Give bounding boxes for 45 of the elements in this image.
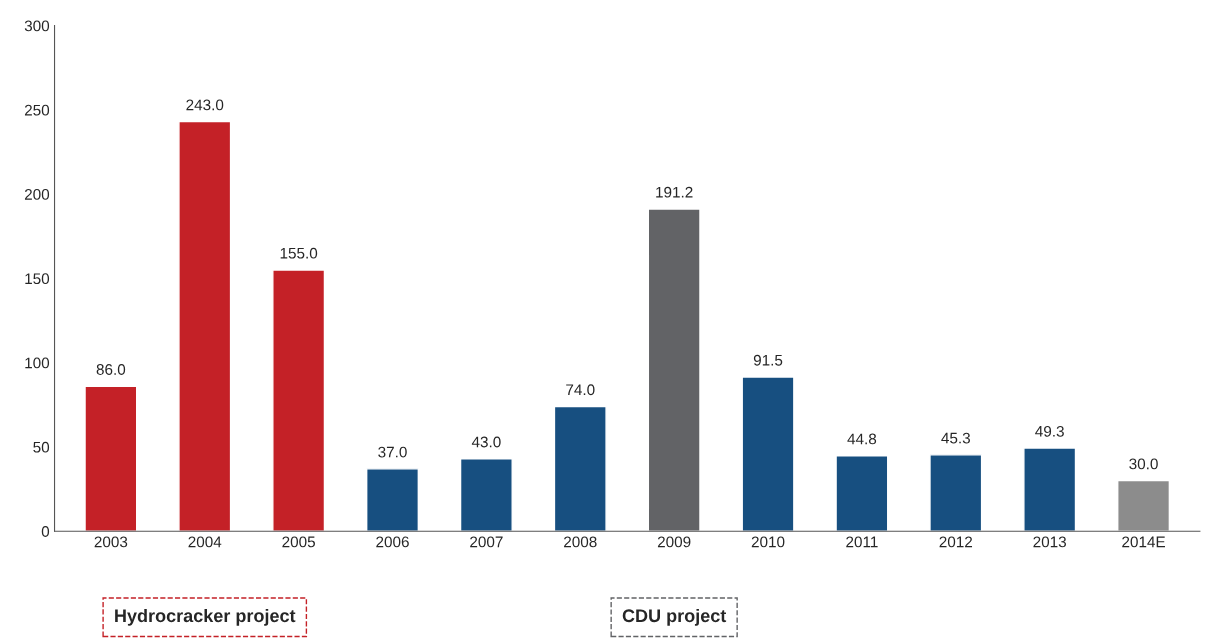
x-tick-label: 2003 [94, 536, 128, 548]
x-tick-label: 2012 [939, 536, 973, 548]
data-label: 43.0 [471, 436, 501, 448]
bar [741, 376, 795, 532]
x-tick-label: 2006 [376, 536, 409, 548]
y-tick-label: 50 [33, 441, 50, 453]
bar [272, 269, 326, 532]
bar [459, 458, 513, 532]
x-tick-label: 2011 [846, 536, 878, 548]
bar [835, 455, 889, 532]
data-label: 155.0 [280, 247, 318, 259]
bar [178, 120, 232, 532]
y-tick-label: 100 [25, 357, 50, 369]
x-tick-label: 2004 [188, 536, 222, 548]
bar [647, 208, 701, 532]
data-label: 44.8 [847, 433, 877, 445]
bar [365, 468, 420, 532]
x-tick-label: 2013 [1033, 536, 1066, 548]
data-label: 45.3 [941, 432, 970, 444]
data-label: 243.0 [186, 99, 224, 111]
y-tick-label: 250 [24, 104, 50, 116]
data-label: 86.0 [96, 364, 126, 375]
bar [1023, 447, 1077, 532]
bar [553, 405, 607, 532]
x-tick-label: 2007 [470, 536, 503, 548]
data-label: 74.0 [566, 384, 595, 396]
y-tick-label: 200 [24, 189, 50, 200]
text: Hydrocracker project [115, 608, 296, 626]
x-tick-label: 2010 [751, 536, 785, 548]
y-tick-label: 300 [24, 20, 50, 32]
text: CDU project [622, 608, 727, 626]
y-tick-label: 150 [25, 273, 50, 285]
data-label: 91.5 [753, 354, 783, 366]
bar [929, 454, 983, 532]
data-label: 191.2 [656, 186, 693, 198]
x-tick-label: 2009 [657, 536, 691, 548]
x-tick-label: 2005 [282, 536, 315, 548]
bar [84, 385, 138, 532]
x-tick-label: 2008 [564, 536, 597, 548]
data-label: 37.0 [378, 446, 407, 458]
y-tick-label: 0 [41, 526, 50, 537]
x-tick-label: 2014E [1122, 536, 1165, 548]
data-label: 30.0 [1129, 458, 1158, 470]
bar [1117, 479, 1171, 532]
data-label: 49.3 [1035, 425, 1064, 437]
